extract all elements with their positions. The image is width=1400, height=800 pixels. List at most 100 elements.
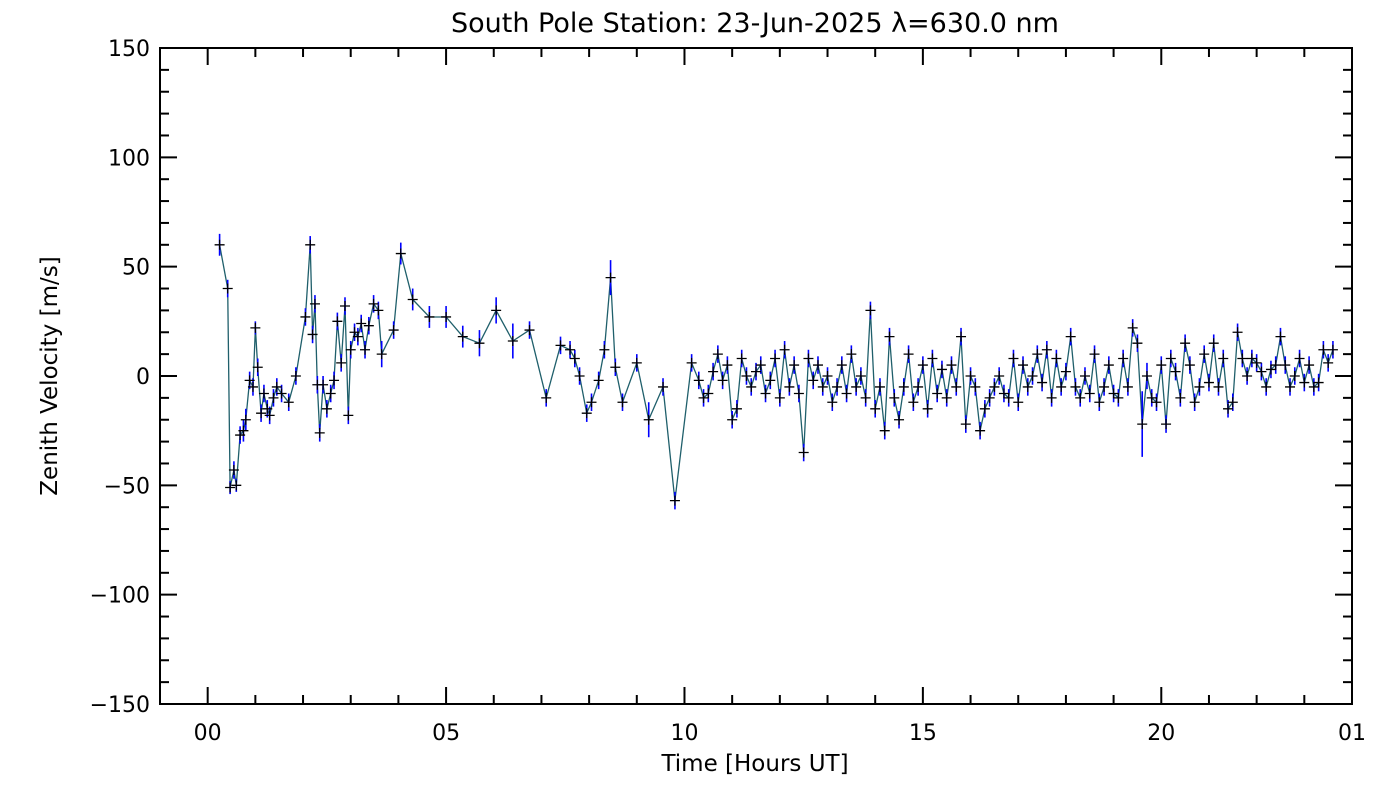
- data-point: [256, 408, 267, 419]
- data-point: [1323, 357, 1334, 368]
- data-point: [1089, 349, 1100, 360]
- data-point: [541, 392, 552, 403]
- x-tick-label: 00: [194, 721, 222, 746]
- data-point: [631, 357, 642, 368]
- data-point: [1161, 419, 1172, 430]
- data-point: [1132, 338, 1143, 349]
- data-point: [268, 392, 279, 403]
- data-point: [1280, 360, 1291, 371]
- data-point: [1275, 331, 1286, 342]
- data-point: [874, 381, 885, 392]
- data-point: [741, 371, 752, 381]
- data-point: [841, 388, 852, 399]
- data-point: [658, 381, 669, 392]
- data-point: [984, 392, 995, 403]
- x-tick-label: 05: [432, 721, 460, 746]
- data-point: [264, 410, 275, 421]
- y-tick-label: 0: [136, 365, 150, 390]
- data-point: [1137, 419, 1148, 430]
- data-point: [669, 495, 680, 506]
- data-point: [908, 397, 919, 408]
- data-point: [228, 465, 239, 476]
- data-point: [1051, 353, 1062, 364]
- data-point: [1060, 366, 1071, 377]
- data-point: [1213, 381, 1224, 392]
- data-point: [1165, 353, 1176, 364]
- data-point: [1122, 381, 1133, 392]
- data-point: [1018, 360, 1029, 371]
- y-axis-tick-labels: −150 −100 −50 0 50 100 150: [90, 37, 150, 718]
- data-point: [1184, 360, 1195, 371]
- data-point: [314, 427, 325, 438]
- data-point: [994, 371, 1005, 381]
- data-point: [1075, 392, 1086, 403]
- data-point: [336, 357, 347, 368]
- data-point: [345, 344, 356, 355]
- plot-content: [214, 233, 1338, 510]
- y-tick-label: 50: [122, 256, 150, 281]
- data-point: [231, 480, 242, 491]
- data-point: [1127, 322, 1138, 333]
- data-point: [686, 357, 697, 368]
- data-point: [617, 397, 628, 408]
- data-point: [1180, 338, 1191, 349]
- data-point: [1032, 349, 1043, 360]
- data-point: [784, 381, 795, 392]
- data-point: [339, 301, 350, 312]
- data-point: [975, 425, 986, 436]
- data-point: [793, 388, 804, 399]
- data-point: [1151, 397, 1162, 408]
- data-point: [998, 388, 1009, 399]
- data-point: [407, 294, 418, 305]
- data-point: [1194, 381, 1205, 392]
- data-point: [760, 388, 771, 399]
- data-point: [1265, 364, 1276, 375]
- data-point: [1199, 349, 1210, 360]
- data-point: [765, 375, 776, 386]
- data-point: [1299, 377, 1310, 388]
- data-point: [1027, 371, 1038, 381]
- data-point: [1070, 381, 1081, 392]
- data-point: [1108, 388, 1119, 399]
- data-point: [1041, 344, 1052, 355]
- data-point: [798, 447, 809, 458]
- chart-title: South Pole Station: 23-Jun-2025 λ=630.0 …: [451, 8, 1059, 39]
- data-point: [1037, 377, 1048, 388]
- data-point: [922, 403, 933, 414]
- data-point: [1046, 392, 1057, 403]
- data-point: [1232, 327, 1243, 338]
- data-point: [1079, 371, 1090, 381]
- data-point: [569, 353, 580, 364]
- x-axis-tick-labels: 00 05 10 15 20 01: [194, 721, 1366, 746]
- data-markers: [214, 239, 1338, 506]
- data-point: [879, 425, 890, 436]
- data-point: [884, 331, 895, 342]
- data-point: [870, 403, 881, 414]
- data-point: [917, 360, 928, 371]
- data-point: [932, 388, 943, 399]
- data-point: [774, 392, 785, 403]
- data-point: [1141, 371, 1152, 381]
- x-tick-label: 15: [909, 721, 937, 746]
- data-point: [373, 305, 384, 316]
- data-point: [779, 344, 790, 355]
- data-point: [755, 360, 766, 371]
- data-point: [586, 397, 597, 408]
- data-point: [789, 360, 800, 371]
- data-point: [305, 239, 316, 250]
- data-point: [722, 360, 733, 371]
- data-point: [643, 414, 654, 425]
- y-tick-label: −100: [90, 584, 150, 609]
- data-point: [803, 353, 814, 364]
- data-point: [1227, 397, 1238, 408]
- data-point: [300, 311, 311, 322]
- data-point: [956, 331, 967, 342]
- data-point: [1203, 377, 1214, 388]
- data-point: [376, 349, 387, 360]
- data-point: [927, 353, 938, 364]
- data-point: [812, 360, 823, 371]
- data-point: [832, 381, 843, 392]
- data-point: [250, 322, 261, 333]
- data-point: [903, 349, 914, 360]
- data-point: [703, 388, 714, 399]
